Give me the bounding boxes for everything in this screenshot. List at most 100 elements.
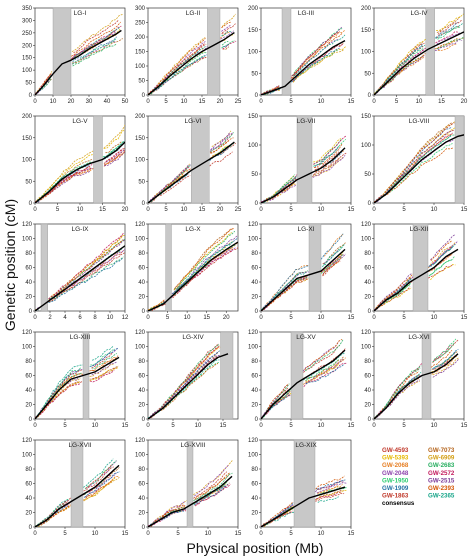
- y-tick-label: 20: [25, 295, 32, 301]
- y-tick-label: 40: [138, 280, 145, 286]
- x-tick-label: 15: [122, 423, 129, 429]
- legend-entry: consensus: [382, 500, 415, 507]
- x-tick-label: 15: [122, 531, 129, 537]
- y-tick-label: 40: [138, 388, 145, 394]
- y-tick-label: 50: [364, 172, 371, 178]
- x-tick-label: 30: [86, 99, 93, 105]
- legend-entry: GW-2393: [428, 485, 455, 492]
- y-tick-label: 60: [364, 374, 371, 380]
- x-tick-label: 15: [235, 531, 242, 537]
- y-tick-label: 80: [251, 467, 258, 473]
- y-tick-label: 250: [135, 21, 146, 27]
- x-tick-label: 5: [164, 207, 168, 213]
- x-tick-label: 10: [318, 315, 325, 321]
- map-line: [35, 367, 119, 419]
- legend-entry: GW-1909: [382, 485, 409, 492]
- centromere-gap: [40, 223, 48, 312]
- map-line: [35, 128, 125, 203]
- y-tick-label: 80: [138, 359, 145, 365]
- panel-title: LG-XIII: [70, 334, 91, 341]
- map-line: [148, 24, 232, 95]
- x-tick-label: 0: [33, 315, 37, 321]
- x-tick-label: 0: [259, 207, 263, 213]
- y-tick-label: 80: [25, 467, 32, 473]
- x-tick-label: 5: [176, 531, 180, 537]
- x-tick-label: 20: [68, 99, 75, 105]
- legend-entry: GW-2068: [382, 462, 409, 469]
- consensus-line: [374, 248, 459, 311]
- legend-entry: GW-2365: [428, 493, 455, 500]
- y-tick-label: 120: [135, 330, 146, 336]
- map-line: [261, 34, 346, 95]
- panel-title: LG-VIII: [409, 118, 430, 125]
- y-tick-label: 60: [251, 482, 258, 488]
- centromere-gap: [186, 439, 194, 528]
- y-tick-label: 40: [364, 388, 371, 394]
- y-tick-label: 100: [361, 143, 372, 149]
- y-tick-label: 100: [22, 158, 33, 164]
- x-tick-label: 10: [318, 207, 325, 213]
- x-tick-label: 15: [203, 315, 210, 321]
- x-tick-label: 0: [33, 423, 37, 429]
- y-tick-label: 50: [364, 71, 371, 77]
- x-tick-label: 20: [122, 207, 129, 213]
- y-tick-label: 40: [25, 280, 32, 286]
- y-tick-label: 100: [361, 345, 372, 351]
- x-tick-label: 10: [318, 423, 325, 429]
- y-tick-label: 100: [135, 64, 146, 70]
- map-line: [148, 13, 236, 95]
- y-tick-label: 300: [135, 6, 146, 12]
- map-line: [148, 464, 229, 527]
- map-lines: [148, 13, 237, 95]
- y-tick-label: 60: [364, 266, 371, 272]
- x-tick-label: 2: [48, 315, 52, 321]
- y-tick-label: 50: [138, 179, 145, 185]
- y-tick-label: 300: [22, 18, 33, 24]
- y-tick-label: 60: [138, 266, 145, 272]
- x-tick-label: 0: [372, 99, 376, 105]
- map-line: [374, 233, 456, 311]
- panel-title: LG-VI: [185, 118, 202, 125]
- y-tick-label: 0: [255, 93, 259, 99]
- panel-title: LG-XV: [296, 334, 316, 341]
- map-line: [261, 339, 344, 419]
- x-tick-label: 5: [402, 207, 406, 213]
- y-tick-label: 60: [138, 482, 145, 488]
- panel-title: LG-XIV: [182, 334, 204, 341]
- centromere-gap: [425, 7, 435, 96]
- panel-lg-xvii: LG-XVII 0 20 40 60 80 100 120 0 5 10 15: [22, 438, 129, 537]
- y-tick-label: 350: [22, 6, 33, 12]
- x-tick-label: 5: [164, 99, 168, 105]
- panel-lg-ii: LG-II 0 50 100 150 200 250 300 0 5 10 15 20 25: [135, 6, 242, 105]
- consensus-line: [374, 134, 464, 203]
- map-line: [148, 23, 236, 95]
- map-lines: [374, 13, 464, 95]
- y-tick-label: 100: [361, 237, 372, 243]
- panel-title: LG-XVIII: [181, 442, 206, 449]
- consensus-line: [35, 245, 125, 311]
- x-tick-label: 0: [146, 423, 150, 429]
- map-line: [148, 140, 229, 203]
- y-tick-label: 50: [251, 172, 258, 178]
- y-tick-label: 50: [25, 179, 32, 185]
- map-lines: [261, 475, 347, 527]
- legend-entry: GW-1950: [382, 477, 409, 484]
- y-tick-label: 120: [248, 330, 259, 336]
- map-lines: [148, 130, 236, 203]
- x-tick-label: 20: [223, 315, 230, 321]
- x-tick-label: 10: [431, 315, 438, 321]
- panel-title: LG-I: [74, 10, 87, 17]
- consensus-line: [148, 353, 229, 419]
- x-tick-label: 10: [181, 99, 188, 105]
- map-line: [35, 149, 125, 203]
- y-tick-label: 100: [135, 453, 146, 459]
- x-tick-label: 5: [289, 423, 293, 429]
- consensus-line: [261, 349, 346, 419]
- y-tick-label: 100: [135, 237, 146, 243]
- y-tick-label: 0: [255, 525, 259, 531]
- y-tick-label: 150: [135, 136, 146, 142]
- x-tick-label: 10: [77, 207, 84, 213]
- map-line: [148, 228, 234, 311]
- legend: GW-4593 GW-7073 GW-5393 GW-6909 GW-2068 GW-26…: [382, 447, 455, 507]
